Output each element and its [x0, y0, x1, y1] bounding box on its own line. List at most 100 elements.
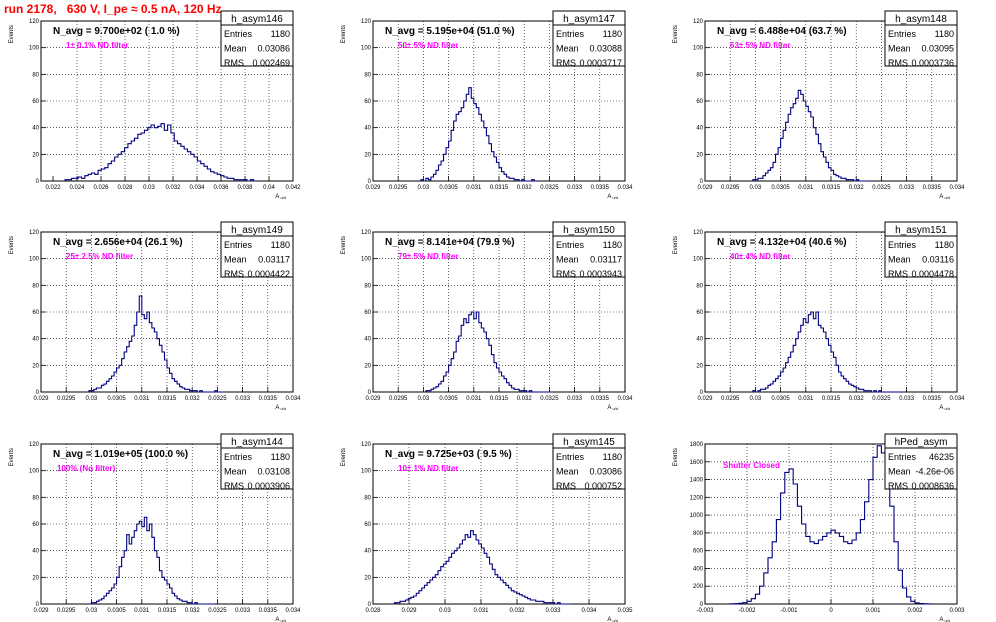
stats-key: RMS [556, 481, 576, 491]
histogram-line [752, 89, 869, 182]
x-tick-label: 0.0325 [208, 608, 227, 614]
stats-value: 0.03086 [589, 467, 622, 477]
histogram-panel: 0.022 0.024 0.026 0.028 0.03 0.032 0.034 0.036 0… [9, 10, 301, 200]
x-tick-label: 0.0315 [490, 396, 509, 402]
x-tick-label: 0.0325 [872, 185, 891, 191]
stats-key: Entries [888, 29, 917, 39]
x-tick-label: 0.0315 [822, 396, 841, 402]
histogram-line [752, 311, 902, 393]
x-tick-label: 0.026 [93, 185, 109, 191]
stats-key: Entries [888, 452, 917, 462]
x-tick-label: 0.0335 [923, 185, 942, 191]
stats-key: Mean [888, 44, 911, 54]
stats-key: Entries [224, 240, 253, 250]
x-tick-label: 0.031 [466, 396, 482, 402]
x-tick-label: 0.0325 [208, 396, 227, 402]
x-tick-label: 0.0305 [771, 185, 790, 191]
x-tick-label: 0.029 [697, 185, 713, 191]
x-tick-label: 0.0325 [540, 185, 559, 191]
x-tick-label: 0.0335 [259, 608, 278, 614]
y-tick-label: 40 [32, 126, 39, 132]
y-tick-label: 20 [32, 152, 39, 158]
stats-key: Mean [888, 255, 911, 265]
stats-title: h_asym151 [895, 225, 947, 236]
y-tick-label: 120 [29, 19, 40, 25]
stats-title: h_asym146 [231, 14, 283, 25]
y-tick-label: 80 [696, 72, 703, 78]
x-tick-label: 0.033 [235, 396, 251, 402]
x-tick-label: 0.0295 [721, 396, 740, 402]
x-tick-label: 0.0325 [872, 396, 891, 402]
x-axis-label: A u/d [607, 617, 618, 622]
x-tick-label: 0.0305 [439, 396, 458, 402]
y-tick-label: 20 [696, 363, 703, 369]
x-tick-label: 0.031 [798, 396, 814, 402]
x-tick-label: 0.034 [285, 396, 301, 402]
stats-value: 1180 [603, 240, 622, 250]
navg-label: N_avg = 1.019e+05 (100.0 %) [53, 449, 188, 460]
x-tick-label: 0.03 [418, 396, 430, 402]
x-tick-label: 0.0295 [57, 608, 76, 614]
x-tick-label: 0.031 [798, 185, 814, 191]
y-tick-label: 80 [32, 283, 39, 289]
y-tick-label: 20 [32, 363, 39, 369]
y-tick-label: 40 [364, 549, 371, 555]
y-tick-label: 1600 [690, 460, 704, 466]
y-axis-label: Events [673, 25, 679, 43]
stats-box [884, 433, 958, 490]
x-tick-label: 0.0325 [540, 396, 559, 402]
stats-value: 1180 [271, 29, 290, 39]
stats-box [552, 221, 626, 278]
stats-value: 0.000752 [584, 481, 622, 491]
x-tick-label: 0.0335 [259, 396, 278, 402]
x-tick-label: 0.001 [865, 608, 881, 614]
filter-note: 25± 2.5% ND filter [66, 252, 133, 261]
y-tick-label: 0 [700, 602, 704, 608]
stats-key: RMS [888, 481, 908, 491]
y-tick-label: 120 [361, 442, 372, 448]
y-tick-label: 1800 [690, 442, 704, 448]
stats-key: Mean [556, 255, 579, 265]
y-axis-label: Events [9, 448, 15, 466]
stats-value: 1180 [271, 452, 290, 462]
y-tick-label: 800 [693, 531, 704, 537]
y-tick-label: 40 [696, 126, 703, 132]
x-axis-label: A u/d [939, 194, 950, 200]
stats-value: 1180 [935, 29, 954, 39]
y-tick-label: 40 [32, 549, 39, 555]
x-tick-label: 0.028 [365, 608, 381, 614]
navg-label: N_avg = 2.656e+04 (26.1 %) [53, 237, 183, 248]
y-tick-label: 100 [693, 257, 704, 263]
histogram-panel: 0.029 0.0295 0.03 0.0305 0.031 0.0315 0.032 0.0… [673, 10, 965, 200]
x-axis-label: A u/d [275, 194, 286, 200]
y-tick-label: 1400 [690, 478, 704, 484]
stats-value: 0.03088 [589, 44, 622, 54]
y-tick-label: 60 [696, 310, 703, 316]
y-tick-label: 100 [361, 469, 372, 475]
y-tick-label: 80 [32, 495, 39, 501]
stats-value: 0.0003906 [247, 481, 290, 491]
y-tick-label: 20 [364, 575, 371, 581]
filter-note: 63± 5% ND filter [730, 41, 790, 50]
x-tick-label: 0.034 [949, 396, 965, 402]
y-tick-label: 60 [32, 99, 39, 105]
histogram-line [88, 516, 215, 605]
y-tick-label: 40 [364, 126, 371, 132]
y-tick-label: 600 [693, 549, 704, 555]
y-tick-label: 20 [32, 575, 39, 581]
y-tick-label: 80 [696, 283, 703, 289]
histogram-line [420, 87, 537, 182]
y-tick-label: 60 [364, 522, 371, 528]
stats-title: hPed_asym [895, 437, 948, 448]
y-tick-label: 60 [696, 99, 703, 105]
navg-label: N_avg = 9.725e+03 ( 9.5 %) [385, 449, 512, 460]
y-axis-label: Events [673, 236, 679, 254]
x-tick-label: 0.032 [185, 396, 201, 402]
y-tick-label: 0 [700, 390, 704, 396]
histogram-line [64, 123, 257, 182]
x-axis-label: A u/d [939, 617, 950, 622]
x-tick-label: 0.031 [473, 608, 489, 614]
x-tick-label: 0.029 [33, 396, 49, 402]
histogram-line [394, 530, 571, 605]
